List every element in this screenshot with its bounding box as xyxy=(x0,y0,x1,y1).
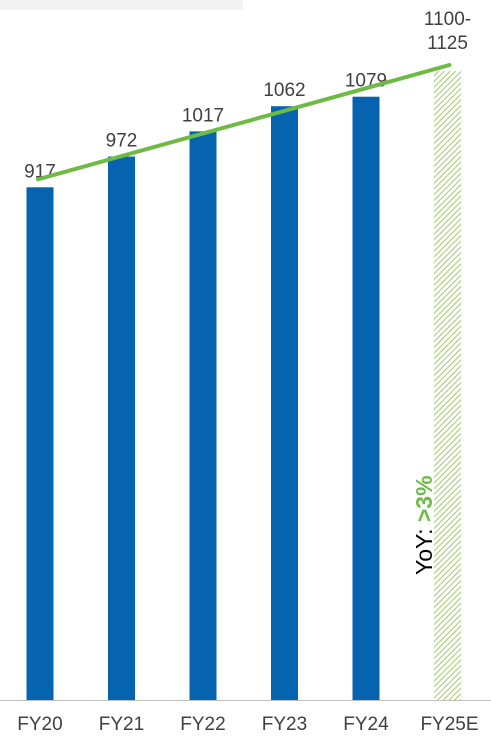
bar-fy22 xyxy=(189,131,217,700)
bar-fy23 xyxy=(271,106,298,700)
x-tick-fy24: FY24 xyxy=(343,714,389,735)
data-label-fy22: 1017 xyxy=(182,105,224,126)
x-tick-fy21: FY21 xyxy=(99,714,144,735)
x-tick-fy20: FY20 xyxy=(17,714,62,735)
x-tick-labels: FY20 FY21 FY22 FY23 FY24 FY25E xyxy=(17,714,478,735)
bar-fy20 xyxy=(26,187,54,700)
yoy-prefix: YoY: xyxy=(411,522,437,575)
top-band xyxy=(0,0,243,10)
bar-fy21 xyxy=(108,156,135,700)
yoy-annotation: YoY: >3% xyxy=(411,475,437,575)
bars xyxy=(26,71,461,700)
x-tick-fy25e: FY25E xyxy=(420,714,478,735)
data-label-fy21: 972 xyxy=(106,131,138,152)
x-tick-fy23: FY23 xyxy=(262,714,307,735)
data-label-fy23: 1062 xyxy=(263,80,305,101)
yoy-highlight: >3% xyxy=(411,475,437,522)
data-label-fy25e: 1100-1125 xyxy=(424,9,471,54)
x-tick-fy22: FY22 xyxy=(180,714,225,735)
bar-fy25e xyxy=(434,71,461,700)
trend-line xyxy=(36,63,452,182)
bar-fy24 xyxy=(352,96,380,700)
